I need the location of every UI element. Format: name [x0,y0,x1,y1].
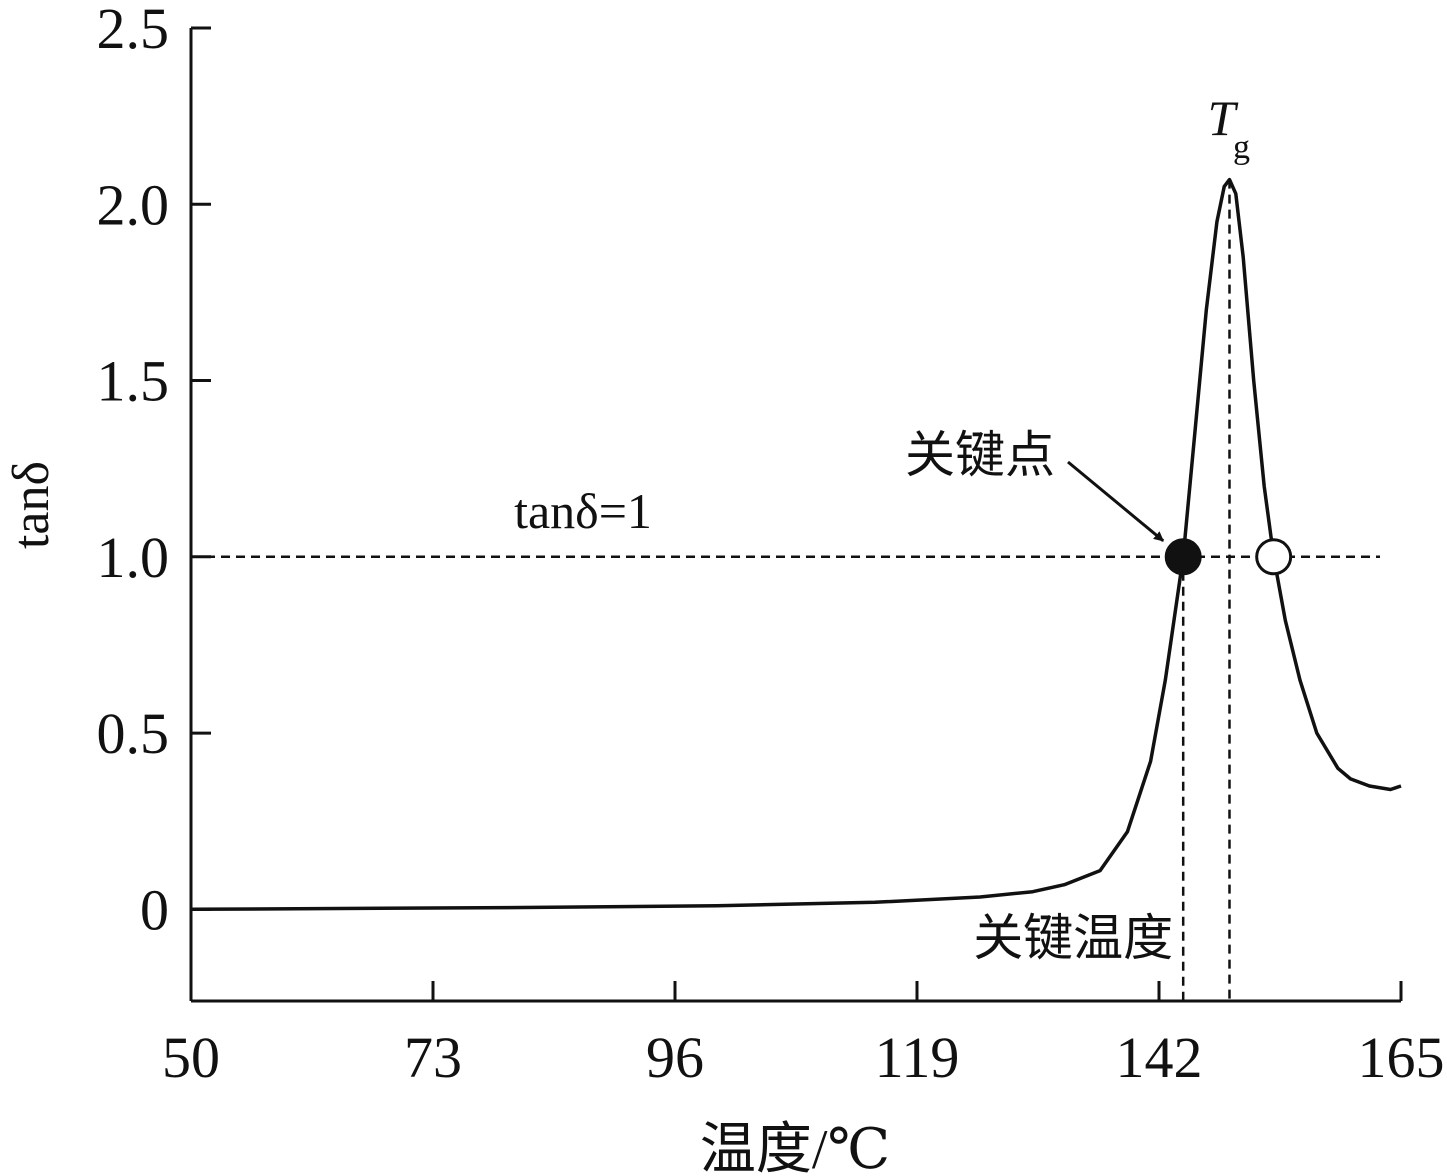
y-tick-label: 1.5 [97,349,170,414]
y-tick-label: 1.0 [97,525,170,590]
annotation-arrow [1067,460,1165,542]
annotation: T [1208,90,1239,146]
x-tick-label: 50 [162,1025,220,1090]
y-tick-label: 2.5 [97,0,170,61]
x-tick-label: 96 [646,1025,704,1090]
y-tick-label: 0.5 [97,701,170,766]
y-tick-label: 0 [140,877,169,942]
y-tick-label: 2.0 [97,172,170,237]
annotation: 关键点 [905,427,1055,483]
x-tick-label: 165 [1358,1025,1445,1090]
annotation: 关键温度 [973,910,1173,966]
annotation-subscript: g [1233,129,1250,166]
x-tick-label: 142 [1116,1025,1203,1090]
x-tick-label: 119 [875,1025,960,1090]
point [1255,538,1293,576]
x-tick-label: 73 [404,1025,462,1090]
line-series [190,177,1402,912]
reference-label: tanδ=1 [514,483,652,539]
key-point [1164,538,1202,576]
y-axis-label: tanδ [3,461,60,549]
x-axis-label: 温度/℃ [700,1119,890,1176]
